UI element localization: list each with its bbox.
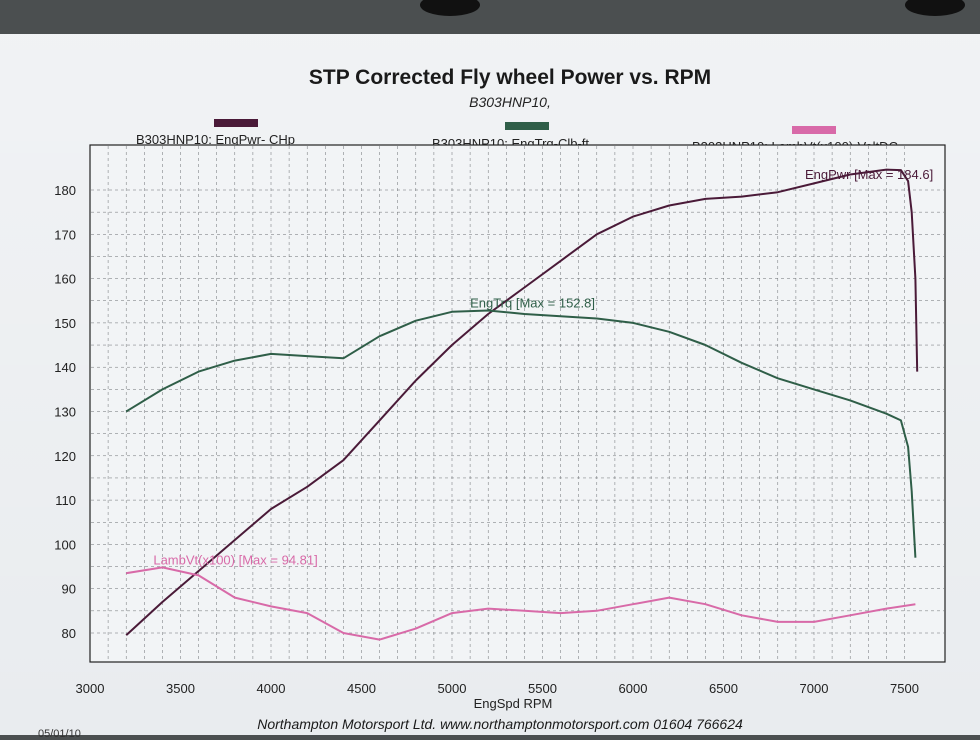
x-tick-label: 3500 (166, 681, 195, 696)
y-tick-label: 150 (54, 316, 76, 331)
y-tick-label: 140 (54, 360, 76, 375)
y-tick-label: 80 (62, 626, 76, 641)
series-line-torque (125, 309, 917, 558)
legend-swatch-power (214, 119, 258, 127)
series-line-power (125, 168, 919, 636)
y-tick-label: 120 (54, 449, 76, 464)
y-tick-label: 170 (54, 227, 76, 242)
print-date: 05/01/10 (38, 728, 81, 740)
series-lines (125, 168, 919, 641)
series-annotation: EngPwr [Max = 184.6] (805, 167, 933, 182)
legend-swatch-lambda (792, 126, 836, 134)
series-line-lambda (126, 566, 916, 641)
x-tick-label: 3000 (76, 681, 105, 696)
y-tick-label: 90 (62, 582, 76, 597)
x-tick-label: 7000 (800, 681, 829, 696)
x-tick-label: 7500 (890, 681, 919, 696)
binder-hole (420, 0, 480, 16)
y-tick-label: 130 (54, 405, 76, 420)
y-tick-label: 160 (54, 272, 76, 287)
legend-swatch-torque (505, 122, 549, 130)
x-tick-label: 4500 (347, 681, 376, 696)
footer-text: Northampton Motorsport Ltd. www.northamp… (257, 716, 743, 732)
x-tick-label: 6500 (709, 681, 738, 696)
chart-title: STP Corrected Fly wheel Power vs. RPM (308, 66, 712, 89)
x-tick-label: 6000 (619, 681, 648, 696)
y-tick-label: 180 (54, 183, 76, 198)
series-annotations: EngPwr [Max = 184.6] EngTrq [Max = 152.8]… (153, 167, 933, 567)
chart-subtitle: B303HNP10, (469, 94, 551, 110)
x-axis-label: EngSpd RPM (474, 696, 553, 711)
series-annotation: EngTrq [Max = 152.8] (470, 295, 595, 310)
grid-lines (91, 146, 944, 661)
plot-area (89, 144, 946, 663)
x-tick-label: 4000 (257, 681, 286, 696)
y-tick-label: 100 (54, 537, 76, 552)
series-annotation: LambVt(x100) [Max = 94.81] (153, 552, 317, 567)
x-tick-label: 5500 (528, 681, 557, 696)
y-axis-ticks: 80 90 100 110 120 130 140 150 160 170 180 (54, 183, 76, 641)
x-axis-ticks: 3000 3500 4000 4500 5000 5500 6000 6500 7000 7500 (76, 681, 919, 696)
y-tick-label: 110 (55, 493, 76, 508)
legend-label-power: B303HNP10: EngPwr- CHp (136, 132, 295, 147)
binder-hole (905, 0, 965, 16)
x-tick-label: 5000 (438, 681, 467, 696)
